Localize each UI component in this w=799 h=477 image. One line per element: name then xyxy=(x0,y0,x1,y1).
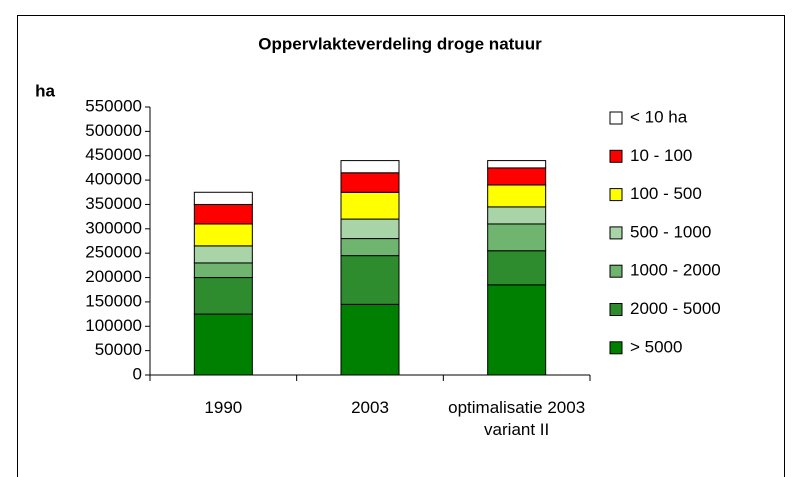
y-tick-label: 450000 xyxy=(85,145,142,164)
bar-segment xyxy=(340,255,400,305)
legend-swatch xyxy=(609,303,623,316)
y-tick-label: 500000 xyxy=(85,121,142,140)
bar-segment xyxy=(340,218,400,240)
legend-label: 1000 - 2000 xyxy=(630,261,721,280)
y-axis-label: ha xyxy=(35,81,55,100)
bar-segment xyxy=(340,303,400,376)
bar-segment xyxy=(340,160,400,174)
x-tick-label: 2003 xyxy=(351,398,389,417)
y-tick-label: 350000 xyxy=(85,194,142,213)
legend-label: 10 - 100 xyxy=(630,146,692,165)
bar-segment xyxy=(193,191,253,205)
legend-swatch xyxy=(609,149,623,163)
y-tick-label: 300000 xyxy=(85,218,142,237)
bar-segment xyxy=(340,238,400,257)
legend-swatch xyxy=(609,226,623,240)
y-tick-label: 200000 xyxy=(85,267,142,286)
bar-segment xyxy=(487,184,547,208)
chart-frame xyxy=(17,15,785,477)
bar-segment xyxy=(340,191,400,220)
bar-segment xyxy=(193,277,253,315)
bar-segment xyxy=(487,206,547,225)
legend-swatch xyxy=(609,188,623,202)
legend-swatch xyxy=(609,264,623,278)
y-tick-label: 400000 xyxy=(85,170,142,189)
legend-swatch xyxy=(609,341,623,355)
bar-segment xyxy=(193,313,253,376)
bar-segment xyxy=(487,167,547,186)
legend-label: 2000 - 5000 xyxy=(630,299,721,318)
y-tick-label: 150000 xyxy=(85,291,142,310)
y-tick-label: 0 xyxy=(133,364,142,383)
x-tick-label: optimalisatie 2003 variant II xyxy=(448,398,586,439)
y-tick-label: 250000 xyxy=(85,243,142,262)
bar-segment xyxy=(487,250,547,286)
legend-label: > 5000 xyxy=(630,337,682,356)
bar-segment xyxy=(193,203,253,225)
bar-segment xyxy=(193,245,253,264)
legend-swatch xyxy=(609,111,623,125)
x-tick-label: 1990 xyxy=(204,398,243,417)
bar-segment xyxy=(487,284,547,376)
legend-label: 100 - 500 xyxy=(630,184,702,203)
bar-segment xyxy=(340,172,400,193)
bar-segment xyxy=(487,160,547,169)
bar-segment xyxy=(193,262,253,279)
legend-label: < 10 ha xyxy=(630,107,688,126)
chart-title: Oppervlakteverdeling droge natuur xyxy=(258,34,542,53)
bar-segment xyxy=(193,223,253,247)
legend-label: 500 - 1000 xyxy=(630,222,711,241)
bar-segment xyxy=(487,223,547,252)
y-tick-label: 100000 xyxy=(85,316,142,335)
y-tick-label: 50000 xyxy=(95,340,142,359)
y-tick-label: 550000 xyxy=(85,96,142,115)
